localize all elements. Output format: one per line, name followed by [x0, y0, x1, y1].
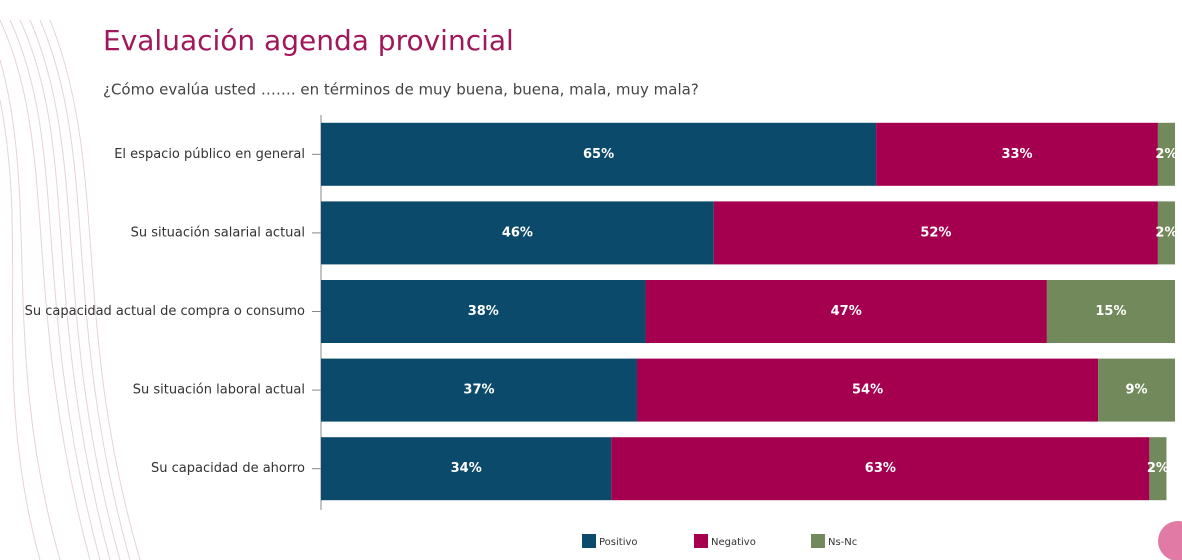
legend-swatch: [811, 534, 825, 548]
value-label: 37%: [463, 383, 494, 398]
category-label: El espacio público en general: [114, 147, 305, 162]
bar-segment: [645, 280, 1047, 343]
legend-label: Negativo: [711, 537, 756, 548]
value-label: 34%: [451, 461, 482, 476]
value-label: 2%: [1147, 461, 1169, 476]
legend-label: Positivo: [599, 537, 638, 548]
bar-segment: [1046, 280, 1175, 343]
legend-swatch: [582, 534, 596, 548]
decoration: [0, 19, 141, 560]
bar-segment: [1149, 437, 1167, 501]
legend-label: Ns-Nc: [828, 537, 857, 548]
bar-segment: [321, 280, 646, 343]
value-label: 33%: [1001, 147, 1032, 162]
value-label: 2%: [1155, 147, 1177, 162]
category-label: Su situación laboral actual: [133, 383, 305, 398]
chart-subtitle: ¿Cómo evalúa usted ……. en términos de mu…: [103, 81, 699, 99]
category-label: Su capacidad de ahorro: [151, 461, 305, 476]
category-label: Su situación salarial actual: [131, 225, 305, 240]
decoration-circle: [1158, 521, 1182, 560]
chart-title: Evaluación agenda provincial: [103, 24, 514, 57]
bar-segment: [321, 437, 612, 501]
bar-segment: [713, 201, 1158, 265]
bar-segment: [321, 358, 637, 422]
bar-segment: [1157, 201, 1175, 265]
bar-segment: [611, 437, 1150, 501]
value-label: 47%: [831, 304, 862, 319]
legend-swatch: [694, 534, 708, 548]
bar-segment: [321, 122, 877, 186]
value-label: 2%: [1155, 225, 1177, 240]
bar-segment: [321, 201, 714, 265]
bar-segment: [1098, 358, 1175, 422]
value-label: 52%: [920, 225, 951, 240]
value-label: 65%: [583, 147, 614, 162]
value-label: 46%: [502, 225, 533, 240]
bar-segment: [636, 358, 1099, 422]
bar-segment: [876, 122, 1158, 186]
value-label: 15%: [1095, 304, 1126, 319]
value-label: 54%: [852, 383, 883, 398]
bar-segment: [1157, 122, 1175, 186]
category-label: Su capacidad actual de compra o consumo: [25, 304, 305, 319]
value-label: 38%: [468, 304, 499, 319]
value-label: 63%: [865, 461, 896, 476]
value-label: 9%: [1126, 383, 1148, 398]
